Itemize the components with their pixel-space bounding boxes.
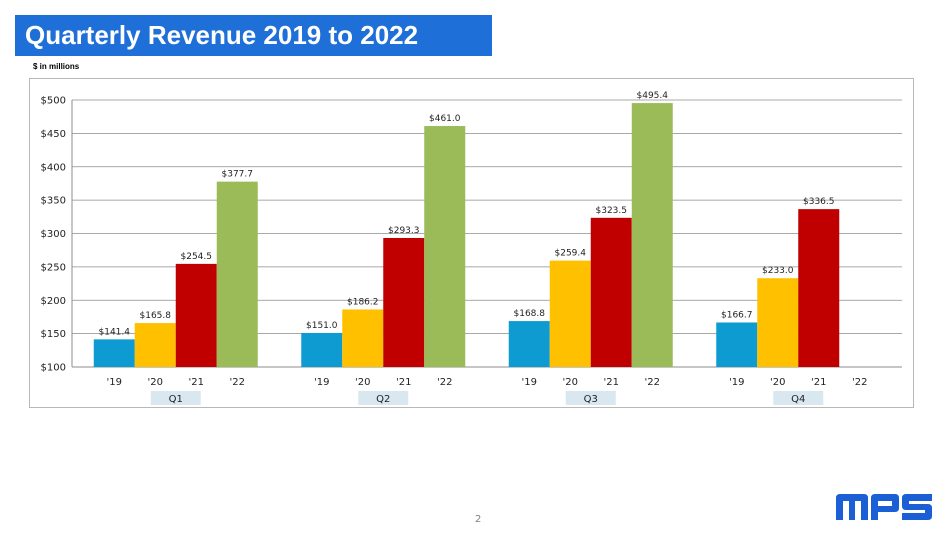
data-label: $168.8 — [514, 309, 546, 319]
bar — [301, 332, 343, 367]
data-label: $233.0 — [762, 266, 794, 276]
quarter-label-box — [565, 391, 616, 405]
y-tick-label: $200 — [41, 296, 66, 307]
page-number: 2 — [475, 514, 482, 525]
x-tick-label: '20 — [355, 377, 370, 388]
data-label: $166.7 — [721, 310, 753, 320]
bar — [716, 322, 758, 367]
mps-logo: mps — [836, 494, 932, 520]
x-tick-label: '19 — [522, 377, 537, 388]
data-label: $293.3 — [388, 226, 420, 236]
data-label: $141.4 — [99, 327, 131, 337]
x-tick-label: '22 — [230, 377, 245, 388]
bar — [342, 309, 384, 367]
data-label: $377.7 — [222, 170, 254, 180]
x-tick-label: '20 — [770, 377, 785, 388]
bar — [590, 217, 632, 367]
x-tick-label: '22 — [437, 377, 452, 388]
y-tick-label: $450 — [41, 129, 66, 140]
y-tick-label: $100 — [41, 363, 66, 374]
quarter-label: Q1 — [169, 394, 183, 405]
quarter-label: Q2 — [376, 394, 390, 405]
y-tick-label: $500 — [41, 96, 66, 107]
bar — [424, 126, 466, 367]
y-tick-label: $300 — [41, 229, 66, 240]
y-tick-label: $250 — [41, 262, 66, 273]
title-bar: Quarterly Revenue 2019 to 2022 — [15, 15, 492, 56]
data-label: $186.2 — [347, 297, 379, 307]
bar — [134, 323, 176, 367]
x-tick-label: '21 — [396, 377, 411, 388]
quarter-label-box — [150, 391, 201, 405]
x-tick-label: '21 — [604, 377, 619, 388]
x-tick-label: '20 — [563, 377, 578, 388]
x-tick-label: '21 — [811, 377, 826, 388]
x-tick-label: '19 — [107, 377, 122, 388]
data-label: $259.4 — [555, 249, 587, 259]
data-label: $323.5 — [596, 206, 628, 216]
bar — [631, 103, 673, 368]
units-note: $ in millions — [33, 62, 80, 71]
y-tick-label: $400 — [41, 162, 66, 173]
data-label: $495.4 — [637, 91, 669, 101]
bar — [757, 278, 799, 367]
x-tick-label: '22 — [852, 377, 867, 388]
quarter-label: Q3 — [584, 394, 598, 405]
x-tick-label: '20 — [148, 377, 163, 388]
bar — [93, 339, 135, 367]
quarter-label-box — [358, 391, 409, 405]
bar — [508, 321, 550, 367]
y-tick-label: $350 — [41, 196, 66, 207]
x-tick-label: '22 — [645, 377, 660, 388]
quarter-label-box — [773, 391, 824, 405]
data-label: $165.8 — [140, 311, 172, 321]
data-label: $151.0 — [306, 321, 338, 331]
y-tick-label: $150 — [41, 329, 66, 340]
x-tick-label: '19 — [729, 377, 744, 388]
bar — [798, 209, 840, 367]
data-label: $336.5 — [803, 197, 835, 207]
x-tick-label: '19 — [314, 377, 329, 388]
x-tick-label: '21 — [189, 377, 204, 388]
slide-title: Quarterly Revenue 2019 to 2022 — [25, 20, 419, 50]
data-label: $254.5 — [181, 252, 213, 262]
data-label: $461.0 — [429, 114, 461, 124]
quarter-label: Q4 — [791, 394, 805, 405]
bar — [175, 263, 217, 367]
bar — [216, 181, 258, 367]
bar — [383, 237, 425, 367]
chart-frame — [29, 78, 914, 408]
bar — [549, 260, 591, 367]
